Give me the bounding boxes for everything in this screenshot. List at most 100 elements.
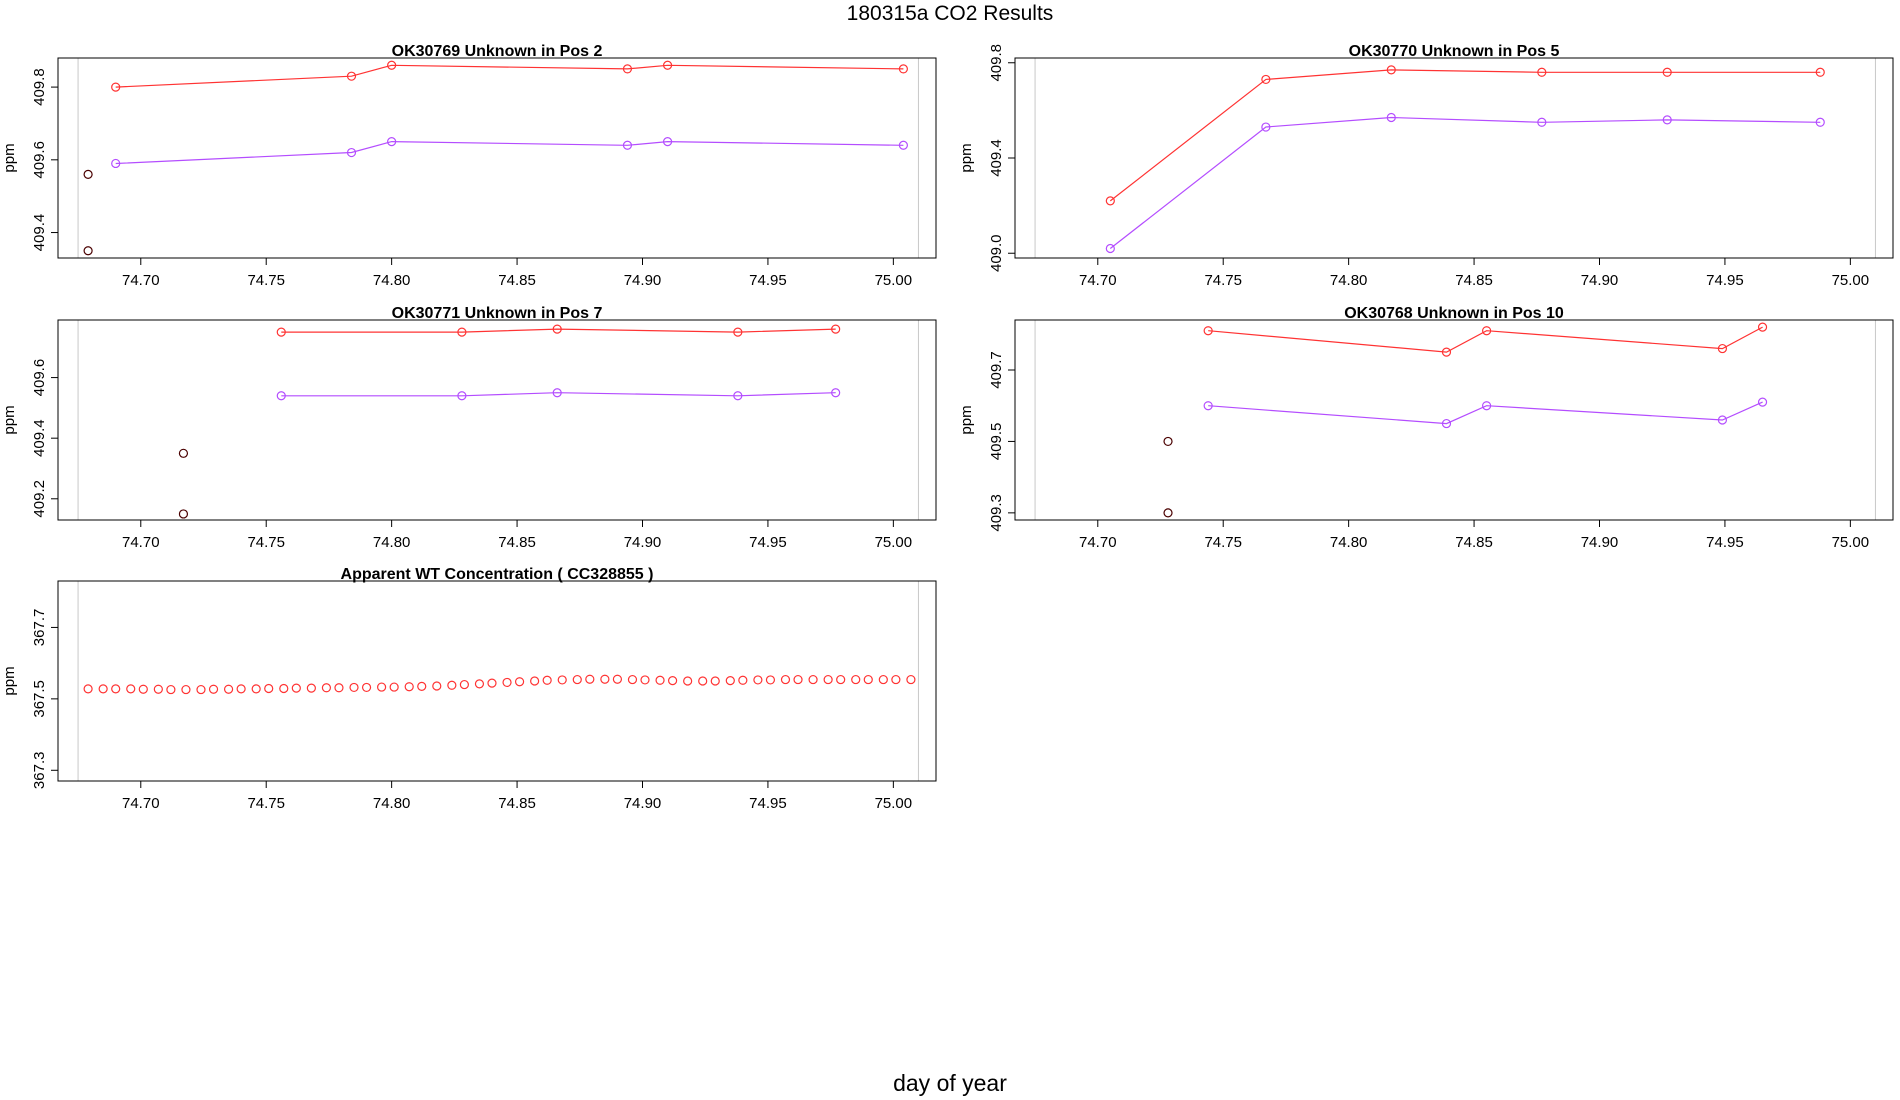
data-point bbox=[1482, 326, 1492, 336]
data-point bbox=[1717, 415, 1728, 425]
data-point bbox=[208, 684, 219, 694]
data-point bbox=[662, 137, 673, 147]
data-point bbox=[1441, 347, 1452, 357]
data-point bbox=[831, 324, 841, 334]
data-point bbox=[111, 82, 121, 92]
x-tick-label: 74.90 bbox=[624, 534, 662, 551]
chart-panel-3: OK30771 Unknown in Pos 7 74.70 74.75 74.80 7… bbox=[1, 305, 937, 551]
data-point bbox=[662, 60, 673, 70]
data-point bbox=[83, 684, 93, 694]
chart-panel-5: Apparent WT Concentration ( CC328855 ) 74… bbox=[1, 566, 937, 812]
page-title: 180315a CO2 Results bbox=[846, 2, 1054, 25]
data-point bbox=[264, 683, 274, 694]
data-point bbox=[1386, 65, 1396, 75]
data-point bbox=[1105, 196, 1115, 206]
series-line-2 bbox=[281, 392, 836, 397]
data-point bbox=[836, 674, 846, 685]
data-point bbox=[457, 391, 467, 401]
data-point bbox=[98, 684, 108, 694]
data-point bbox=[361, 682, 372, 693]
data-point bbox=[1537, 67, 1547, 77]
x-tick-label: 74.95 bbox=[749, 795, 787, 812]
y-tick-label: 367.5 bbox=[31, 680, 48, 718]
data-point bbox=[733, 327, 743, 337]
reference-point bbox=[1163, 436, 1173, 447]
plot-frame bbox=[57, 319, 937, 521]
data-point bbox=[906, 674, 916, 685]
data-point bbox=[1261, 122, 1271, 132]
series-line-2 bbox=[115, 140, 904, 165]
chart-title: OK30770 Unknown in Pos 5 bbox=[1349, 43, 1560, 60]
x-tick-label: 74.70 bbox=[122, 795, 160, 812]
data-point bbox=[251, 684, 261, 694]
y-tick-label: 409.8 bbox=[31, 68, 48, 106]
data-point bbox=[153, 684, 163, 694]
data-point bbox=[111, 158, 121, 169]
reference-point bbox=[83, 169, 93, 179]
reference-point bbox=[1163, 508, 1173, 518]
data-point bbox=[1537, 117, 1547, 127]
data-point bbox=[236, 684, 246, 694]
y-tick-label: 409.4 bbox=[31, 214, 48, 252]
y-axis-label: ppm bbox=[958, 405, 975, 434]
data-point bbox=[334, 683, 344, 693]
data-point bbox=[377, 682, 387, 692]
data-point bbox=[738, 675, 748, 685]
series-line-2 bbox=[1208, 401, 1763, 425]
chart-title: OK30771 Unknown in Pos 7 bbox=[392, 305, 603, 322]
data-point bbox=[600, 674, 610, 684]
x-tick-label: 75.00 bbox=[875, 795, 913, 812]
data-point bbox=[223, 684, 234, 694]
data-point bbox=[612, 674, 623, 684]
data-point bbox=[404, 682, 414, 692]
series-line-1 bbox=[281, 328, 836, 333]
data-point bbox=[780, 674, 791, 685]
data-point bbox=[622, 64, 633, 74]
x-tick-label: 74.95 bbox=[1706, 272, 1744, 289]
data-point bbox=[459, 679, 469, 690]
data-point bbox=[640, 675, 650, 685]
data-point bbox=[1105, 243, 1115, 254]
x-tick-label: 74.70 bbox=[122, 272, 160, 289]
x-tick-label: 75.00 bbox=[875, 534, 913, 551]
x-tick-label: 74.75 bbox=[1204, 272, 1242, 289]
plot-frame bbox=[1014, 319, 1894, 521]
x-tick-label: 74.75 bbox=[247, 795, 285, 812]
reference-point bbox=[83, 246, 93, 256]
y-tick-label: 409.2 bbox=[31, 480, 48, 518]
data-point bbox=[1662, 67, 1672, 77]
reference-point bbox=[178, 448, 189, 458]
data-point bbox=[765, 675, 776, 685]
x-tick-label: 75.00 bbox=[1832, 534, 1870, 551]
data-point bbox=[683, 676, 693, 686]
reference-point bbox=[178, 509, 189, 519]
x-tick-label: 74.90 bbox=[624, 795, 662, 812]
data-point bbox=[346, 147, 357, 158]
x-tick-label: 74.75 bbox=[247, 534, 285, 551]
x-tick-label: 74.90 bbox=[1581, 534, 1619, 551]
series-line-1 bbox=[1109, 69, 1821, 202]
data-point bbox=[753, 675, 763, 685]
data-point bbox=[1717, 343, 1728, 354]
data-point bbox=[572, 674, 582, 685]
data-point bbox=[502, 677, 512, 688]
data-point bbox=[349, 682, 359, 693]
x-tick-label: 74.70 bbox=[122, 534, 160, 551]
data-point bbox=[487, 678, 497, 688]
x-tick-label: 75.00 bbox=[875, 272, 913, 289]
data-point bbox=[585, 674, 595, 684]
data-point bbox=[1441, 418, 1452, 429]
data-point bbox=[530, 676, 540, 686]
data-point bbox=[457, 327, 467, 337]
y-tick-label: 409.5 bbox=[988, 423, 1005, 461]
data-point bbox=[725, 676, 735, 686]
data-point bbox=[542, 675, 552, 685]
data-point bbox=[291, 683, 301, 693]
data-point bbox=[667, 676, 678, 686]
series-line-1 bbox=[1208, 326, 1763, 353]
data-point bbox=[306, 683, 316, 693]
data-point bbox=[823, 674, 833, 685]
plot-frame bbox=[57, 580, 937, 782]
data-point bbox=[389, 682, 399, 692]
